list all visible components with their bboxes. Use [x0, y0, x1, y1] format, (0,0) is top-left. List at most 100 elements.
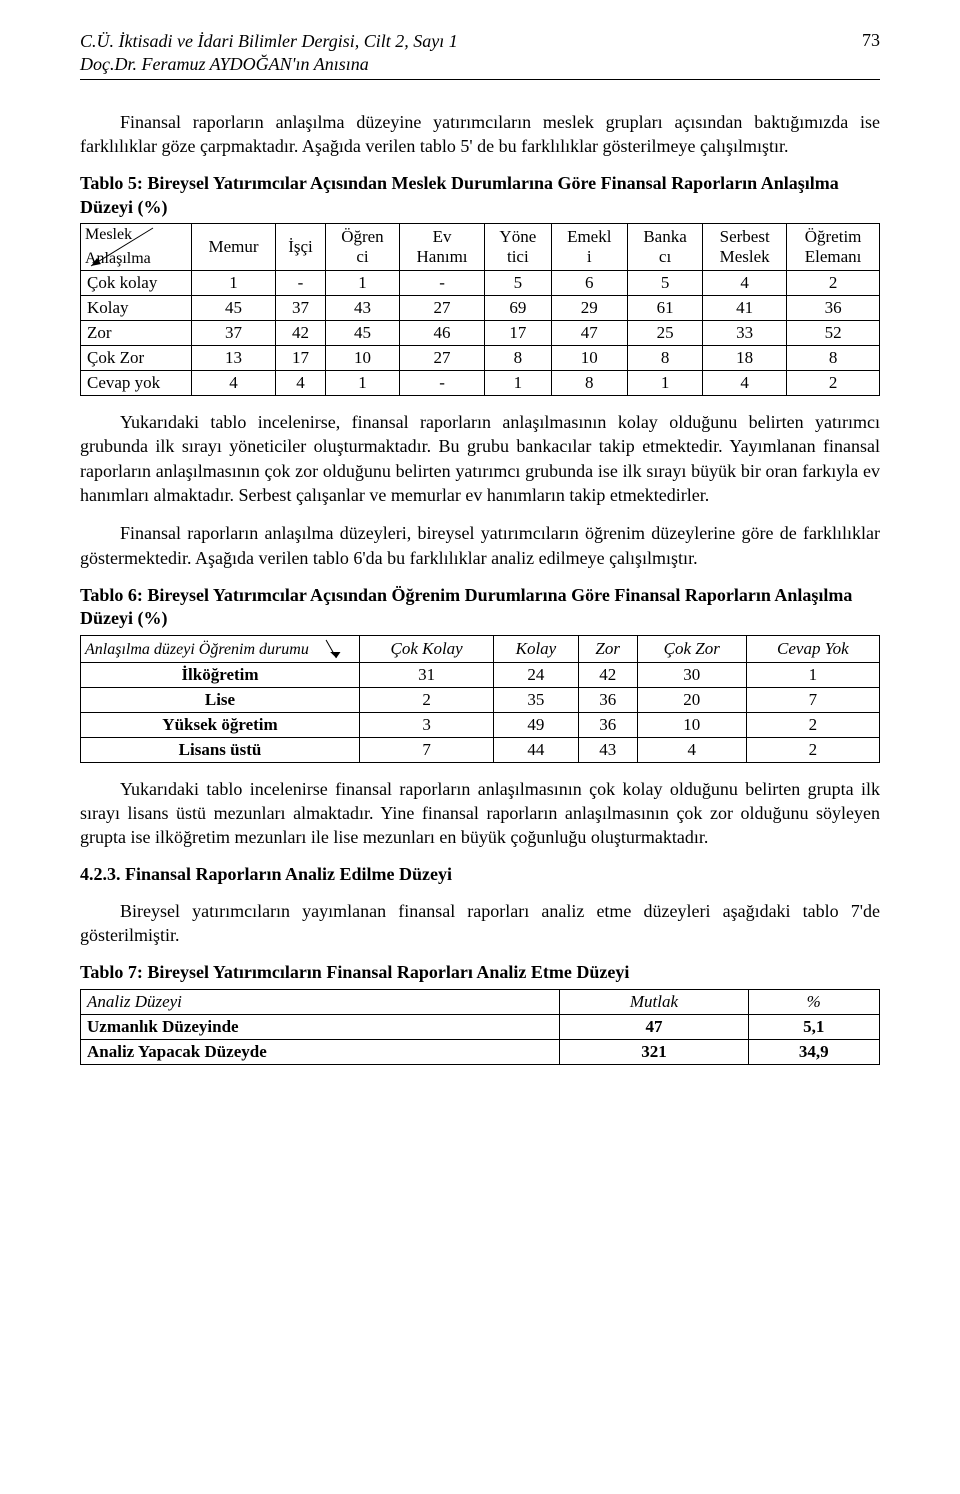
journal-title: C.Ü. İktisadi ve İdari Bilimler Dergisi,…: [80, 30, 458, 77]
table5-cell: 2: [787, 371, 880, 396]
table6-cell: 10: [637, 712, 746, 737]
table7-cell: 34,9: [748, 1039, 880, 1064]
table6-cell: 2: [360, 687, 494, 712]
table5-cell: 8: [787, 346, 880, 371]
table5-cell: 27: [399, 346, 484, 371]
header-line1: C.Ü. İktisadi ve İdari Bilimler Dergisi,…: [80, 30, 458, 53]
table6-cell: 42: [578, 662, 637, 687]
paragraph-5-text: Bireysel yatırımcıların yayımlanan finan…: [80, 901, 880, 945]
table5-cell: 17: [485, 321, 551, 346]
header-line2: Doç.Dr. Feramuz AYDOĞAN'ın Anısına: [80, 53, 458, 76]
table5-cell: -: [399, 271, 484, 296]
table5-cell: 4: [275, 371, 325, 396]
table6-cell: 20: [637, 687, 746, 712]
table5-col-2: Öğren ci: [326, 224, 400, 271]
table5-col-6: Banka cı: [627, 224, 702, 271]
table5-cell: 37: [192, 321, 276, 346]
table-row: Cevap yok441-18142: [81, 371, 880, 396]
table5-cell: 2: [787, 271, 880, 296]
table6-title: Tablo 6: Bireysel Yatırımcılar Açısından…: [80, 584, 880, 631]
table7-cell: 321: [560, 1039, 748, 1064]
table-row: Yüksek öğretim34936102: [81, 712, 880, 737]
table5-cell: 17: [275, 346, 325, 371]
table5-cell: 42: [275, 321, 325, 346]
table6-cell: 4: [637, 737, 746, 762]
table5-cell: 43: [326, 296, 400, 321]
table5-row-label: Çok Zor: [81, 346, 192, 371]
table6-cell: 36: [578, 712, 637, 737]
table5-cell: 41: [703, 296, 787, 321]
table5-col-1: İşçi: [275, 224, 325, 271]
table5-cell: 25: [627, 321, 702, 346]
table6-row-label: İlköğretim: [81, 662, 360, 687]
table6-corner: Anlaşılma düzeyi Öğrenim durumu: [81, 635, 360, 662]
table5-corner: Meslek Anlaşılma: [81, 224, 192, 271]
table5-cell: 27: [399, 296, 484, 321]
table-row: Analiz Yapacak Düzeyde32134,9: [81, 1039, 880, 1064]
table6-col-1: Kolay: [494, 635, 578, 662]
table5-row-label: Zor: [81, 321, 192, 346]
table5-col-8: Öğretim Elemanı: [787, 224, 880, 271]
table6-cell: 24: [494, 662, 578, 687]
table5-row-label: Çok kolay: [81, 271, 192, 296]
table5-cell: 4: [192, 371, 276, 396]
table5-cell: 10: [326, 346, 400, 371]
table5-header-row: Meslek Anlaşılma Memur İşçi Öğren ci Ev …: [81, 224, 880, 271]
table5-cell: 1: [326, 371, 400, 396]
table6-col-4: Cevap Yok: [746, 635, 879, 662]
table5-cell: 29: [551, 296, 627, 321]
table7-col-0: Analiz Düzeyi: [81, 989, 560, 1014]
table-row: Lisans üstü7444342: [81, 737, 880, 762]
table5-cell: 46: [399, 321, 484, 346]
table6: Anlaşılma düzeyi Öğrenim durumu Çok Kola…: [80, 635, 880, 763]
paragraph-2-text: Yukarıdaki tablo incelenirse, finansal r…: [80, 412, 880, 505]
table5-cell: 37: [275, 296, 325, 321]
table7-row-label: Analiz Yapacak Düzeyde: [81, 1039, 560, 1064]
table5-cell: 47: [551, 321, 627, 346]
table5-cell: 1: [627, 371, 702, 396]
table5-corner-bottom: Anlaşılma: [85, 250, 151, 268]
table5-col-3: Ev Hanımı: [399, 224, 484, 271]
paragraph-4-text: Yukarıdaki tablo incelenirse finansal ra…: [80, 779, 880, 848]
table7-row-label: Uzmanlık Düzeyinde: [81, 1014, 560, 1039]
table7-cell: 47: [560, 1014, 748, 1039]
table6-cell: 3: [360, 712, 494, 737]
table5-col-5: Emekl i: [551, 224, 627, 271]
page-number: 73: [862, 30, 880, 51]
table7-title: Tablo 7: Bireysel Yatırımcıların Finansa…: [80, 961, 880, 984]
paragraph-3-text: Finansal raporların anlaşılma düzeyleri,…: [80, 523, 880, 567]
table5-cell: 45: [192, 296, 276, 321]
table6-cell: 31: [360, 662, 494, 687]
paragraph-1: Finansal raporların anlaşılma düzeyine y…: [80, 110, 880, 159]
table5-cell: 6: [551, 271, 627, 296]
table5-col-0: Memur: [192, 224, 276, 271]
table5-cell: 8: [551, 371, 627, 396]
table6-cell: 35: [494, 687, 578, 712]
paragraph-4: Yukarıdaki tablo incelenirse finansal ra…: [80, 777, 880, 850]
table6-corner-label: Anlaşılma düzeyi Öğrenim durumu: [85, 641, 309, 658]
table5: Meslek Anlaşılma Memur İşçi Öğren ci Ev …: [80, 223, 880, 396]
subsection-heading: 4.2.3. Finansal Raporların Analiz Edilme…: [80, 864, 880, 885]
table6-row-label: Yüksek öğretim: [81, 712, 360, 737]
table-row: Lise23536207: [81, 687, 880, 712]
table5-row-label: Kolay: [81, 296, 192, 321]
table7-col-1: Mutlak: [560, 989, 748, 1014]
table-row: Çok kolay1-1-56542: [81, 271, 880, 296]
table7-header-row: Analiz Düzeyi Mutlak %: [81, 989, 880, 1014]
table-row: Çok Zor131710278108188: [81, 346, 880, 371]
table6-header-row: Anlaşılma düzeyi Öğrenim durumu Çok Kola…: [81, 635, 880, 662]
table7-cell: 5,1: [748, 1014, 880, 1039]
table-row: Uzmanlık Düzeyinde475,1: [81, 1014, 880, 1039]
table5-col-4: Yöne tici: [485, 224, 551, 271]
table5-cell: 18: [703, 346, 787, 371]
table5-cell: 52: [787, 321, 880, 346]
subsection-text: 4.2.3. Finansal Raporların Analiz Edilme…: [80, 864, 452, 884]
table6-cell: 2: [746, 712, 879, 737]
table6-cell: 2: [746, 737, 879, 762]
table6-row-label: Lisans üstü: [81, 737, 360, 762]
table5-cell: 8: [627, 346, 702, 371]
table5-cell: 13: [192, 346, 276, 371]
table5-cell: 4: [703, 271, 787, 296]
paragraph-5: Bireysel yatırımcıların yayımlanan finan…: [80, 899, 880, 948]
table6-cell: 30: [637, 662, 746, 687]
